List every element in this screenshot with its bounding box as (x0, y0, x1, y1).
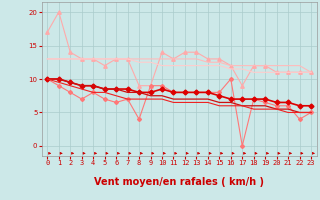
X-axis label: Vent moyen/en rafales ( km/h ): Vent moyen/en rafales ( km/h ) (94, 177, 264, 187)
